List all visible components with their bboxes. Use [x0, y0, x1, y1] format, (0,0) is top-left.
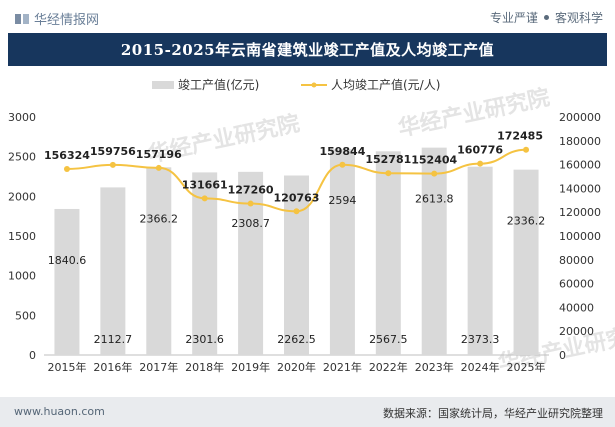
bar	[146, 167, 172, 355]
y-left-tick-label: 500	[15, 309, 36, 322]
line-point	[477, 160, 484, 167]
bar	[192, 172, 218, 355]
tag-professional: 专业严谨	[489, 11, 538, 25]
bar	[284, 175, 309, 355]
separator-dot-icon	[543, 15, 549, 20]
y-right-tick-label: 140000	[559, 182, 601, 195]
y-left-tick-label: 1000	[8, 270, 36, 283]
x-tick-label: 2023年	[415, 360, 454, 374]
footer: www.huaon.com 数据来源：国家统计局，华经产业研究院整理	[0, 397, 615, 427]
x-tick-label: 2018年	[185, 360, 224, 374]
line-value-label: 159844	[319, 145, 365, 158]
bar-value-label: 2373.3	[461, 333, 500, 346]
x-tick-label: 2016年	[93, 360, 132, 374]
line-point	[109, 161, 116, 168]
y-right-tick-label: 200000	[559, 111, 601, 124]
x-tick-label: 2024年	[461, 360, 500, 374]
x-tick-label: 2021年	[323, 360, 362, 374]
footer-url: www.huaon.com	[14, 405, 105, 418]
line-point	[201, 195, 208, 202]
y-left-tick-label: 2000	[8, 190, 36, 203]
x-tick-label: 2025年	[507, 360, 546, 374]
x-tick-label: 2022年	[369, 360, 408, 374]
line-value-label: 160776	[457, 144, 503, 157]
data-source: 数据来源：国家统计局，华经产业研究院整理	[383, 407, 603, 420]
y-left-tick-label: 3000	[8, 111, 36, 124]
legend: 竣工产值(亿元) 人均竣工产值(元/人)	[152, 77, 440, 92]
line-point	[293, 208, 300, 215]
y-right-tick-label: 0	[559, 349, 566, 362]
line-point	[247, 200, 254, 207]
axes: 0 500 1000 1500 2000 2500 3000 0 20000 40000 60000…	[8, 111, 601, 374]
y-left-tick-label: 1500	[8, 230, 36, 243]
legend-bar-swatch	[152, 81, 174, 89]
y-right-tick-label: 100000	[559, 230, 601, 243]
legend-line-label: 人均竣工产值(元/人)	[331, 77, 440, 92]
bar	[375, 151, 401, 355]
title-bar: 2015-2025年云南省建筑业竣工产值及人均竣工产值	[8, 33, 607, 66]
data-labels: 1840.6 2112.7 2366.2 2301.6 2308.7 2262.5 2594…	[44, 130, 545, 346]
bar-value-label: 2301.6	[185, 333, 224, 346]
bar	[100, 187, 126, 355]
y-right-tick-label: 80000	[559, 254, 594, 267]
brand-name: 华经情报网	[34, 13, 100, 28]
y-left-tick-label: 2500	[8, 151, 36, 164]
chart-title: 2015-2025年云南省建筑业竣工产值及人均竣工产值	[120, 41, 495, 59]
line-value-label: 159756	[90, 145, 136, 158]
bar	[54, 208, 80, 355]
x-tick-label: 2017年	[139, 360, 178, 374]
legend-bar-label: 竣工产值(亿元)	[178, 77, 259, 92]
line-value-label: 156324	[44, 149, 90, 162]
line-value-label: 152781	[365, 153, 411, 166]
bar	[329, 149, 355, 355]
legend-line-marker	[311, 82, 317, 88]
huajing-logo-icon	[15, 13, 29, 24]
header-tags: 专业严谨 客观科学	[490, 9, 603, 26]
bar-value-label: 2366.2	[140, 212, 179, 225]
brand: 华经情报网	[14, 9, 99, 28]
line-point	[523, 146, 530, 153]
bar	[421, 147, 447, 355]
header-bar: 华经情报网 专业严谨 客观科学	[0, 0, 615, 32]
line-series	[63, 146, 530, 215]
line-point	[63, 165, 70, 172]
line-value-label: 127260	[228, 184, 274, 197]
bar-value-label: 2594	[328, 194, 356, 207]
line-value-label: 157196	[136, 148, 182, 161]
line-value-label: 120763	[274, 191, 320, 204]
bar-value-label: 2567.5	[369, 333, 408, 346]
tag-objective: 客观科学	[554, 11, 603, 25]
line-point	[155, 164, 162, 171]
y-left-tick-label: 0	[29, 349, 36, 362]
y-right-tick-label: 120000	[559, 206, 601, 219]
y-right-tick-label: 40000	[559, 301, 594, 314]
line-point	[385, 170, 392, 177]
y-right-tick-label: 60000	[559, 278, 594, 291]
y-right-tick-label: 180000	[559, 135, 601, 148]
bar-series	[54, 147, 539, 355]
line-point	[339, 161, 346, 168]
line-point	[431, 170, 438, 177]
bar	[467, 166, 493, 355]
bar-value-label: 1840.6	[48, 254, 87, 267]
bar-value-label: 2336.2	[507, 215, 546, 228]
bar	[513, 169, 539, 355]
bar-value-label: 2112.7	[94, 333, 133, 346]
bar	[238, 171, 264, 355]
x-tick-label: 2015年	[47, 360, 86, 374]
bar-value-label: 2262.5	[277, 333, 316, 346]
line-value-label: 172485	[497, 130, 543, 143]
line-value-label: 131661	[182, 178, 228, 191]
y-right-tick-label: 20000	[559, 325, 594, 338]
x-tick-label: 2019年	[231, 360, 270, 374]
y-right-tick-label: 160000	[559, 159, 601, 172]
bar-value-label: 2308.7	[231, 217, 270, 230]
bar-value-label: 2613.8	[415, 193, 454, 206]
x-tick-label: 2020年	[277, 360, 316, 374]
line-value-label: 152404	[411, 154, 457, 167]
